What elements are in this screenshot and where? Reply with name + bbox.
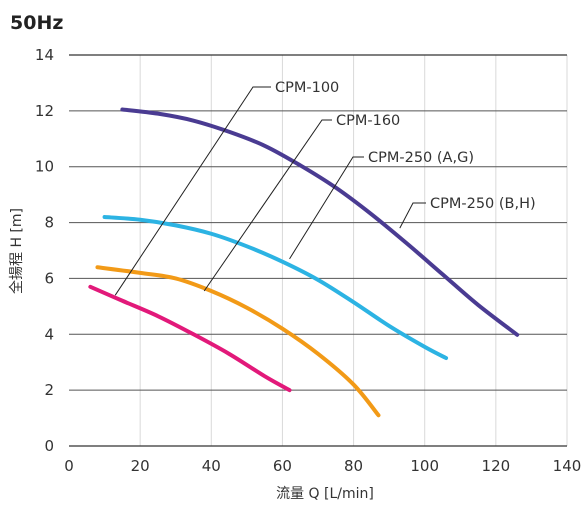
y-tick-label: 14	[35, 46, 54, 64]
x-tick-label: 20	[131, 457, 150, 475]
callout-label-1: CPM-160	[336, 113, 400, 129]
y-tick-label: 12	[35, 102, 54, 120]
series-callouts: CPM-100 CPM-160 CPM-250 (A,G) CPM-250 (B,H)	[114, 80, 536, 296]
callout-leader-3	[399, 202, 426, 229]
series-line-1	[95, 265, 381, 418]
x-tick-label: 0	[64, 457, 74, 475]
series-line-0	[88, 284, 292, 393]
series-line-3	[120, 107, 520, 337]
y-tick-label: 6	[44, 269, 54, 287]
y-tick-label: 4	[44, 325, 54, 343]
callout-label-3: CPM-250 (B,H)	[430, 196, 536, 212]
axes	[69, 54, 567, 447]
series-line-2	[102, 214, 449, 361]
callout-leader-1	[203, 119, 332, 292]
callout-label-0: CPM-100	[275, 80, 339, 96]
callout-leader-2	[289, 156, 364, 260]
callout-label-2: CPM-250 (A,G)	[368, 150, 474, 166]
x-axis-label: 流量 Q [L/min]	[276, 486, 374, 502]
y-tick-label: 8	[44, 214, 54, 232]
x-tick-label: 80	[344, 457, 363, 475]
series-lines	[88, 107, 520, 418]
y-tick-label: 10	[35, 158, 54, 176]
y-tick-label: 0	[44, 437, 54, 455]
y-tick-label: 2	[44, 381, 54, 399]
y-axis-label: 全揚程 H [m]	[8, 208, 25, 294]
x-tick-label: 100	[410, 457, 439, 475]
x-tick-label: 60	[273, 457, 292, 475]
callout-leader-0	[114, 86, 271, 296]
x-tick-label: 40	[202, 457, 221, 475]
x-tick-label: 120	[482, 457, 511, 475]
x-tick-label: 140	[553, 457, 582, 475]
chart-title: 50Hz	[10, 12, 63, 34]
